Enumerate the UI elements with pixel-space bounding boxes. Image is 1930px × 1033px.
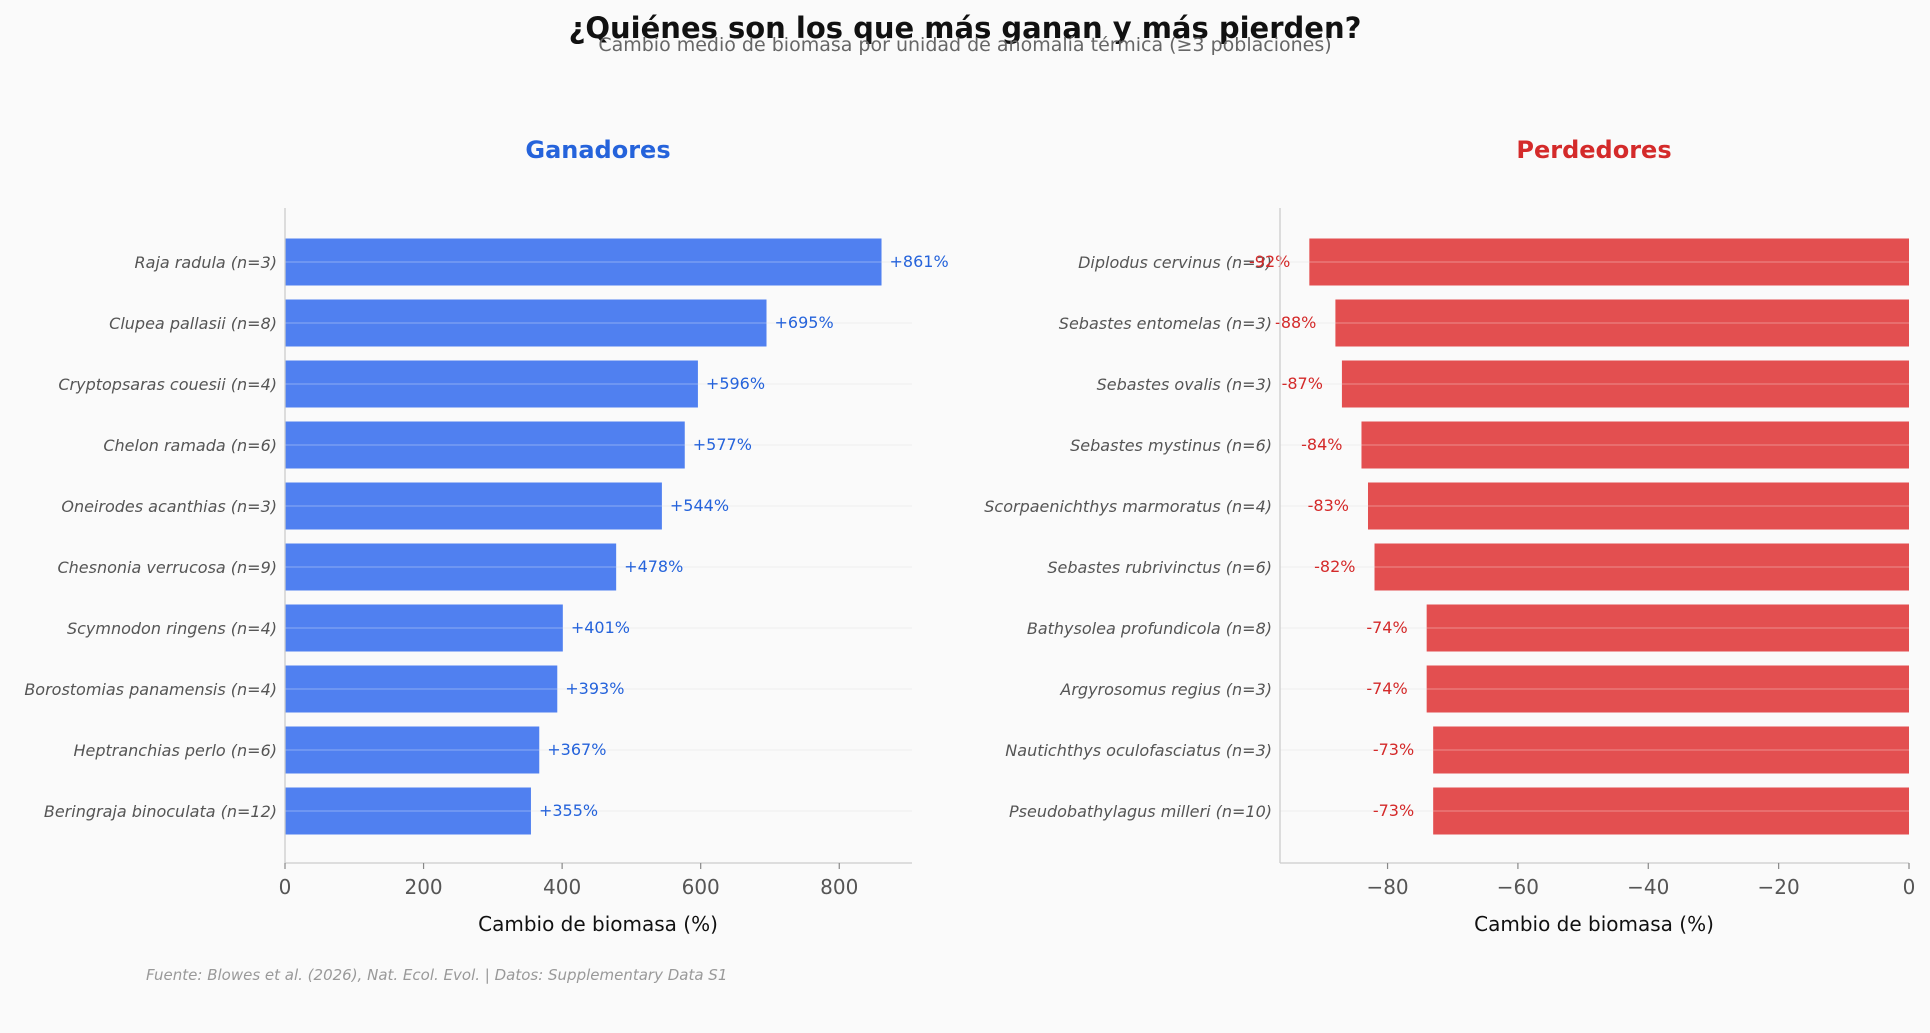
losers-panel: Perdedores Cambio de biomasa (%) Diplodu… [984,136,1915,936]
winners-value-label: +577% [693,435,752,454]
winners-bar [285,543,617,591]
source-footer: Fuente: Blowes et al. (2026), Nat. Ecol.… [146,966,727,984]
winners-value-label: +355% [539,801,598,820]
winners-bar [285,299,767,347]
winners-x-tick-label: 600 [682,875,720,899]
losers-category-label: Sebastes mystinus (n=6) [1070,436,1272,455]
winners-value-label: +393% [565,679,624,698]
losers-bar [1335,299,1909,347]
winners-value-label: +401% [571,618,630,637]
losers-x-tick-label: −80 [1366,875,1408,899]
winners-category-label: Scymnodon ringens (n=4) [67,619,277,638]
winners-bar [285,238,882,286]
winners-category-label: Raja radula (n=3) [135,253,277,272]
winners-value-label: +478% [624,557,683,576]
losers-x-tick-label: −60 [1497,875,1539,899]
winners-value-label: +861% [890,252,949,271]
losers-bar [1309,238,1909,286]
losers-bar [1426,665,1909,713]
losers-category-label: Pseudobathylagus milleri (n=10) [1009,802,1272,821]
losers-value-label: -74% [1366,618,1407,637]
losers-value-label: -83% [1308,496,1349,515]
losers-bar [1361,421,1909,469]
losers-category-label: Scorpaenichthys marmoratus (n=4) [984,497,1272,516]
losers-bar [1433,787,1909,835]
winners-category-label: Beringraja binoculata (n=12) [44,802,277,821]
winners-panel-title: Ganadores [525,136,670,164]
winners-x-tick-label: 0 [279,875,292,899]
losers-bar [1341,360,1909,408]
chart-title: ¿Quiénes son los que más ganan y más pie… [569,11,1362,45]
winners-value-label: +695% [775,313,834,332]
chart-subtitle: Cambio medio de biomasa por unidad de an… [598,34,1331,56]
losers-x-tick-label: 0 [1903,875,1916,899]
losers-value-label: -73% [1373,740,1414,759]
winners-bar [285,604,563,652]
losers-category-label: Sebastes rubrivinctus (n=6) [1047,558,1272,577]
winners-category-label: Chelon ramada (n=6) [103,436,277,455]
losers-value-label: -84% [1301,435,1342,454]
losers-value-label: -82% [1314,557,1355,576]
winners-x-tick-label: 400 [543,875,581,899]
winners-x-tick-label: 200 [404,875,442,899]
winners-category-label: Clupea pallasii (n=8) [109,314,277,333]
winners-bar [285,726,540,774]
winners-category-label: Heptranchias perlo (n=6) [73,741,277,760]
winners-value-label: +544% [670,496,729,515]
losers-bar [1433,726,1909,774]
losers-category-label: Argyrosomus regius (n=3) [1059,680,1272,699]
losers-value-label: -87% [1282,374,1323,393]
losers-bar [1374,543,1909,591]
losers-value-label: -88% [1275,313,1316,332]
losers-panel-title: Perdedores [1516,136,1671,164]
winners-bar [285,665,558,713]
losers-value-label: -74% [1366,679,1407,698]
winners-bar [285,787,531,835]
winners-bar [285,421,685,469]
winners-value-label: +596% [706,374,765,393]
winners-category-label: Cryptopsaras couesii (n=4) [58,375,277,394]
losers-value-label: -73% [1373,801,1414,820]
losers-category-label: Diplodus cervinus (n=3) [1078,253,1272,272]
losers-x-tick-label: −40 [1627,875,1669,899]
winners-x-tick-label: 800 [820,875,858,899]
losers-bar [1367,482,1909,530]
losers-x-axis-label: Cambio de biomasa (%) [1474,912,1714,936]
winners-bar [285,482,662,530]
winners-value-label: +367% [547,740,606,759]
losers-bar [1426,604,1909,652]
losers-category-label: Nautichthys oculofasciatus (n=3) [1005,741,1272,760]
winners-category-label: Oneirodes acanthias (n=3) [61,497,277,516]
losers-category-label: Bathysolea profundicola (n=8) [1027,619,1272,638]
winners-bar [285,360,698,408]
winners-category-label: Borostomias panamensis (n=4) [24,680,277,699]
losers-category-label: Sebastes entomelas (n=3) [1059,314,1272,333]
winners-category-label: Chesnonia verrucosa (n=9) [57,558,277,577]
losers-x-tick-label: −20 [1758,875,1800,899]
losers-category-label: Sebastes ovalis (n=3) [1097,375,1272,394]
losers-value-label: -92% [1249,252,1290,271]
winners-panel: Ganadores Cambio de biomasa (%) Raja rad… [24,136,948,936]
winners-x-axis-label: Cambio de biomasa (%) [478,912,718,936]
